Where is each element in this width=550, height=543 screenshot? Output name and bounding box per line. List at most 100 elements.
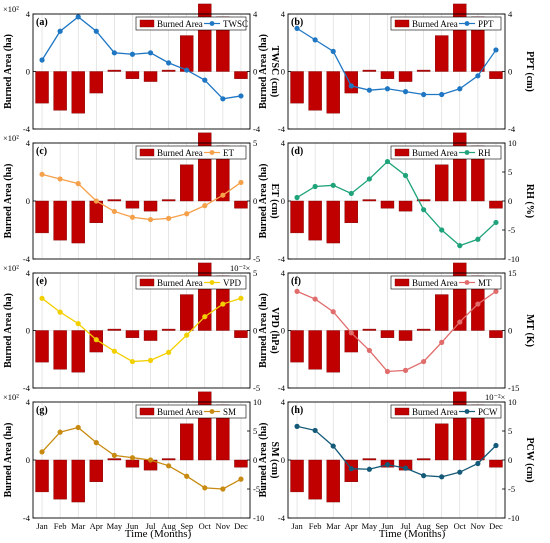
series-point [39,449,45,455]
legend-line-label: TWSC [223,19,248,29]
month-tick-label: Aug [416,521,431,531]
panel-c [32,132,251,260]
left-tick-label: -4 [278,254,286,264]
series-point [439,91,445,98]
legend-line-label: MT [478,278,492,288]
right-tick-label: -5 [508,225,515,235]
month-tick-label: Nov [471,521,486,531]
bar [53,459,67,500]
panel-label: (d) [291,146,303,157]
left-axis-label: Burned Area (ha) [258,293,269,368]
legend-box [390,16,502,31]
month-tick-label: May [362,521,378,531]
series-point [75,14,81,20]
series-point [129,214,136,220]
legend-box [390,275,502,290]
left-axis-label: Burned Area (ha) [3,34,14,109]
panel-label: (h) [291,405,303,416]
panel-e [32,262,251,389]
left-axis-label: Burned Area (ha) [258,164,269,239]
series-point [111,208,117,215]
series-point [129,51,136,57]
legend-line-marker [464,150,470,155]
month-tick-label: Dec [234,521,248,531]
month-tick-label: Oct [199,521,212,531]
bar [71,330,85,373]
x-axis-title-right: Time (Months) [379,528,446,540]
bar [362,458,377,461]
series-point [457,319,463,325]
series-point [421,91,427,98]
legend-line-marker [209,21,215,26]
bar [161,458,176,461]
month-tick-label: Jun [127,521,140,531]
right-tick-label: 0 [253,196,257,206]
bar [35,71,49,104]
right-axis-label: ET (cm) [269,183,280,218]
series-line [296,27,497,96]
bar [125,330,140,338]
series-point [493,442,499,449]
bar [107,199,122,202]
series-point [184,67,190,73]
bar [489,200,503,209]
left-tick-label: -4 [23,513,31,523]
series-point [202,77,208,83]
left-tick-label: 0 [26,455,30,465]
bar [35,330,49,363]
legend-bar-label: Burned Area [157,407,203,417]
right-tick-label: 5 [508,167,512,177]
bar [380,71,395,79]
right-tick-label: 5 [508,426,512,436]
bar [308,330,322,370]
series-point [330,48,336,54]
bar [416,69,431,72]
right-axis-label: PCW (cm) [524,437,535,482]
bar [107,458,122,461]
series-point [348,466,354,472]
left-tick-label: 0 [281,326,285,336]
right-tick-label: 4 [508,9,513,19]
panel-a [32,3,251,130]
legend-bar-swatch [139,19,155,28]
bar [290,330,304,363]
bar [362,69,377,72]
right-tick-label: 5 [253,426,257,436]
bar [380,330,395,338]
right-tick-label: 0 [253,326,257,336]
bar [434,35,449,72]
right-tick-label: 5 [253,138,257,148]
right-tick-label: -5 [253,484,260,494]
legend-bar-label: Burned Area [157,148,203,158]
right-tick-label: -10 [253,513,264,523]
series-point [384,462,391,468]
series-point [147,216,154,223]
legend-bar-swatch [394,19,410,28]
right-tick-label: -5 [508,484,515,494]
left-axis-label: Burned Area (ha) [3,164,14,239]
legend-box [390,145,502,160]
bar [434,164,449,202]
panel-label: (c) [36,146,47,157]
bar [234,71,248,79]
series-point [220,301,226,307]
series-point [220,192,226,198]
series-point [75,321,81,327]
bar [308,71,322,111]
panel-label: (b) [291,17,303,28]
series-point [421,207,427,213]
series-line [41,426,242,490]
left-tick-label: -4 [278,513,286,523]
series-point [93,198,99,204]
right-tick-label: 10 [253,397,262,407]
right-tick-label: 0 [508,196,512,206]
bar [308,200,322,241]
left-tick-label: -4 [23,124,31,134]
legend-bar-label: Burned Area [412,407,458,417]
legend-bar-swatch [139,148,155,157]
left-axis-label: Burned Area (ha) [258,423,269,498]
left-tick-label: 4 [26,397,31,407]
panel-b [287,3,506,130]
series-point [330,182,336,188]
